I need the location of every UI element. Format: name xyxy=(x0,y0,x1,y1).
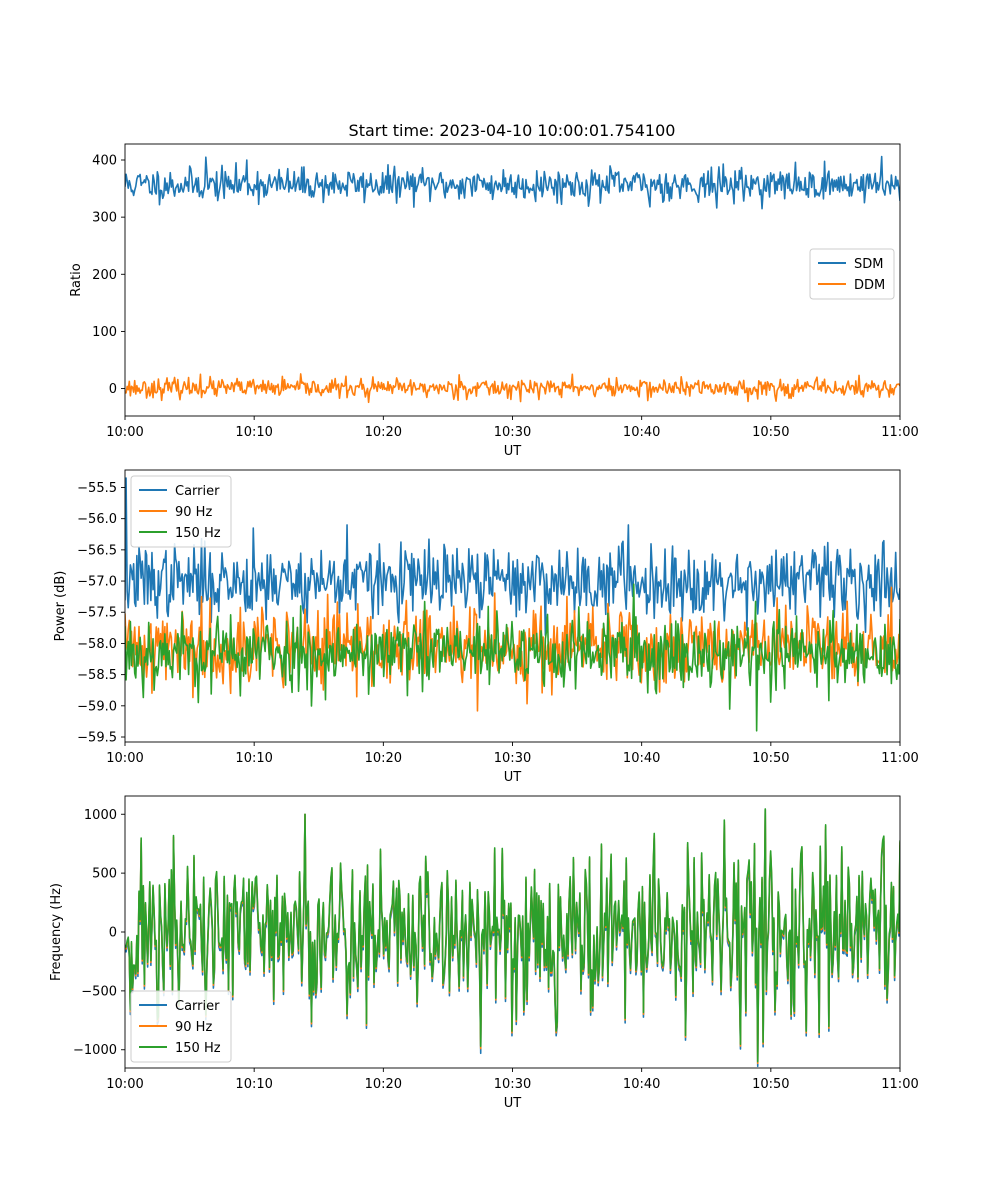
legend-label: SDM xyxy=(854,257,883,272)
y-tick-label: −59.5 xyxy=(77,731,117,746)
y-tick-label: −56.5 xyxy=(77,543,117,558)
y-axis-label: Power (dB) xyxy=(53,571,68,642)
x-tick-label: 10:50 xyxy=(752,751,789,766)
legend-box xyxy=(130,475,232,548)
legend: Carrier 90 Hz 150 Hz xyxy=(130,990,232,1063)
x-tick-label: 10:20 xyxy=(365,425,402,440)
y-tick-label: 300 xyxy=(92,211,117,226)
series-line-90-hz xyxy=(125,586,900,712)
y-tick-label: 100 xyxy=(92,325,117,340)
series-group xyxy=(125,155,900,404)
x-tick-label: 10:20 xyxy=(365,751,402,766)
x-tick-label: 10:00 xyxy=(106,425,143,440)
y-tick-label: −55.5 xyxy=(77,481,117,496)
x-tick-label: 10:10 xyxy=(235,751,272,766)
y-tick-label: −500 xyxy=(81,984,117,999)
x-tick-label: 10:40 xyxy=(623,1077,660,1092)
x-tick-label: 10:00 xyxy=(106,1077,143,1092)
y-tick-label: 500 xyxy=(92,867,117,882)
x-axis-label: UT xyxy=(504,770,522,785)
x-tick-label: 10:00 xyxy=(106,751,143,766)
power-panel: 10:00 10:10 10:20 10:30 10:40 10:50 11:00 −55.5… xyxy=(53,469,919,785)
y-tick-label: −58.5 xyxy=(77,668,117,683)
y-tick-label: −57.5 xyxy=(77,606,117,621)
legend-box xyxy=(130,990,232,1063)
y-tick-label: 1000 xyxy=(84,808,117,823)
y-tick-label: 0 xyxy=(109,382,117,397)
legend-box xyxy=(809,248,895,300)
legend-label: 150 Hz xyxy=(175,526,221,541)
y-tick-label: −56.0 xyxy=(77,512,117,527)
series-line-150-hz xyxy=(125,808,900,1063)
x-axis-label: UT xyxy=(504,1096,522,1111)
x-tick-label: 10:30 xyxy=(494,425,531,440)
series-line-ddm xyxy=(125,373,900,404)
x-tick-label: 11:00 xyxy=(881,425,918,440)
legend-label: DDM xyxy=(854,278,885,293)
legend-label: 90 Hz xyxy=(175,1020,212,1035)
legend: Carrier 90 Hz 150 Hz xyxy=(130,475,232,548)
y-axis-label: Frequency (Hz) xyxy=(49,883,64,981)
legend-label: Carrier xyxy=(175,484,220,499)
legend-label: Carrier xyxy=(175,999,220,1014)
legend: SDM DDM xyxy=(809,248,895,300)
y-tick-label: −58.0 xyxy=(77,637,117,652)
y-tick-label: −1000 xyxy=(73,1043,117,1058)
y-tick-label: −57.0 xyxy=(77,575,117,590)
y-tick-label: −59.0 xyxy=(77,699,117,714)
x-tick-label: 11:00 xyxy=(881,1077,918,1092)
series-group xyxy=(125,808,900,1068)
x-tick-label: 11:00 xyxy=(881,751,918,766)
y-tick-label: 200 xyxy=(92,268,117,283)
x-axis-label: UT xyxy=(504,444,522,459)
frequency-panel: 10:00 10:10 10:20 10:30 10:40 10:50 11:00 1000 5… xyxy=(49,795,919,1111)
x-tick-label: 10:40 xyxy=(623,751,660,766)
y-axis-label: Ratio xyxy=(69,263,84,296)
x-tick-label: 10:50 xyxy=(752,425,789,440)
ratio-panel: 10:00 10:10 10:20 10:30 10:40 10:50 11:00 0 100 2… xyxy=(69,143,919,459)
x-tick-label: 10:10 xyxy=(235,425,272,440)
legend-label: 90 Hz xyxy=(175,505,212,520)
x-tick-label: 10:50 xyxy=(752,1077,789,1092)
x-tick-label: 10:30 xyxy=(494,1077,531,1092)
x-tick-label: 10:20 xyxy=(365,1077,402,1092)
figure-title: Start time: 2023-04-10 10:00:01.754100 xyxy=(349,121,676,140)
series-group xyxy=(125,477,900,732)
legend-label: 150 Hz xyxy=(175,1041,221,1056)
x-tick-label: 10:30 xyxy=(494,751,531,766)
x-tick-label: 10:10 xyxy=(235,1077,272,1092)
series-line-carrier xyxy=(125,477,900,637)
series-line-150-hz xyxy=(125,583,900,732)
y-tick-label: 0 xyxy=(109,926,117,941)
y-tick-label: 400 xyxy=(92,154,117,169)
series-line-sdm xyxy=(125,155,900,210)
x-tick-label: 10:40 xyxy=(623,425,660,440)
